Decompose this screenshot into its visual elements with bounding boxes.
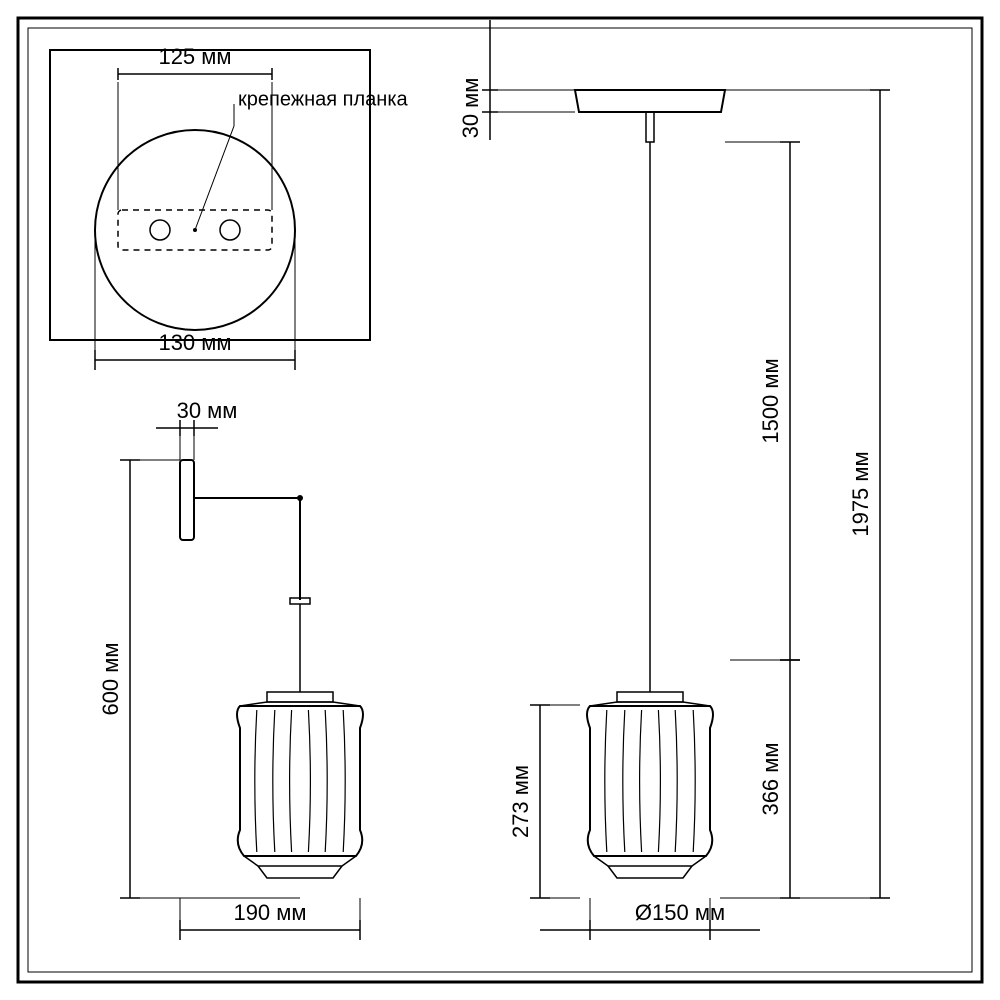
pendant-shade [587,692,713,878]
dim-1500: 1500 мм [758,358,783,443]
dim-366: 366 мм [758,742,783,815]
technical-drawing: 125 мм крепежная планка 130 мм 600 мм 30 мм 1… [0,0,1000,1000]
dim-pend-30: 30 мм [458,78,483,139]
label-planka: крепежная планка [238,88,409,110]
dim-1975: 1975 мм [848,451,873,536]
mount-hole-right [220,220,240,240]
dim-273: 273 мм [508,765,533,838]
dim-130: 130 мм [158,330,231,355]
mount-hole-left [150,220,170,240]
dim-d150: Ø150 мм [635,900,725,925]
dim-125: 125 мм [158,44,231,69]
wall-plate [180,460,194,540]
dim-600: 600 мм [98,642,123,715]
canopy [575,90,725,112]
sconce-shade [237,692,363,878]
dim-190: 190 мм [233,900,306,925]
dim-sconce-30: 30 мм [177,398,238,423]
